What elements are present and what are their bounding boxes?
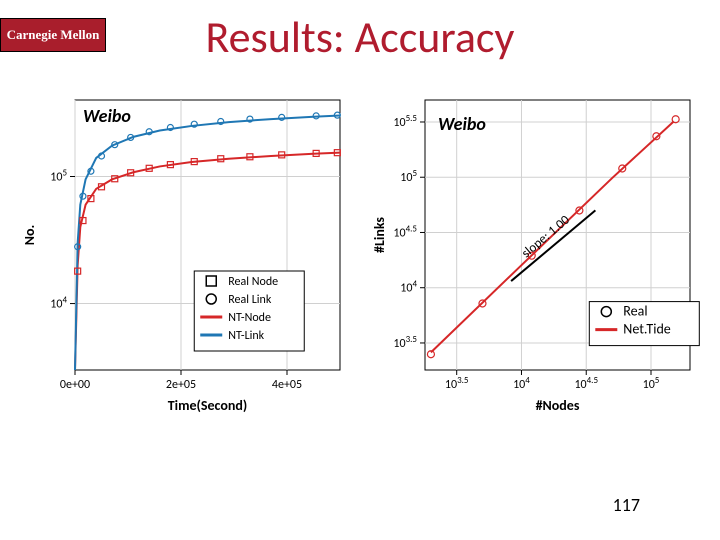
svg-text:104.5: 104.5 xyxy=(393,223,417,241)
svg-text:2e+05: 2e+05 xyxy=(166,378,196,392)
svg-text:103.5: 103.5 xyxy=(445,375,469,393)
svg-text:#Nodes: #Nodes xyxy=(536,397,580,414)
svg-text:104: 104 xyxy=(50,294,67,312)
svg-text:Real: Real xyxy=(623,303,647,320)
chart-left: 0e+00 2e+05 4e+05 104 105 Time(Second) No. Weib… xyxy=(20,90,350,430)
svg-text:Real Link: Real Link xyxy=(228,293,272,307)
svg-text:0e+00: 0e+00 xyxy=(60,378,90,392)
svg-text:105: 105 xyxy=(643,375,660,393)
svg-text:No.: No. xyxy=(21,225,38,246)
svg-text:104: 104 xyxy=(513,375,530,393)
svg-text:104.5: 104.5 xyxy=(574,375,598,393)
svg-text:Real Node: Real Node xyxy=(228,275,278,289)
svg-text:Weibo: Weibo xyxy=(438,113,486,135)
svg-text:Net.Tide: Net.Tide xyxy=(623,321,670,338)
svg-text:NT-Link: NT-Link xyxy=(228,329,264,343)
svg-text:#Links: #Links xyxy=(371,217,388,253)
svg-text:105: 105 xyxy=(50,167,67,185)
slide-root: Carnegie Mellon Results: Accuracy 0e+002… xyxy=(0,0,720,540)
charts-row: 0e+00 2e+05 4e+05 104 105 Time(Second) No. Weib… xyxy=(20,90,700,430)
svg-text:103.5: 103.5 xyxy=(393,333,417,351)
svg-text:Weibo: Weibo xyxy=(83,105,131,127)
svg-text:4e+05: 4e+05 xyxy=(272,378,302,392)
chart-right: 103.5 104 104.5 105 103.5 104 104.5 105 105.5 #No… xyxy=(370,90,700,430)
svg-text:Time(Second): Time(Second) xyxy=(168,397,248,414)
svg-text:104: 104 xyxy=(400,278,417,296)
page-number: 117 xyxy=(613,494,640,516)
svg-text:105: 105 xyxy=(400,168,417,186)
slide-title: Results: Accuracy xyxy=(0,10,720,64)
svg-text:105.5: 105.5 xyxy=(393,112,417,130)
svg-text:NT-Node: NT-Node xyxy=(228,311,271,325)
